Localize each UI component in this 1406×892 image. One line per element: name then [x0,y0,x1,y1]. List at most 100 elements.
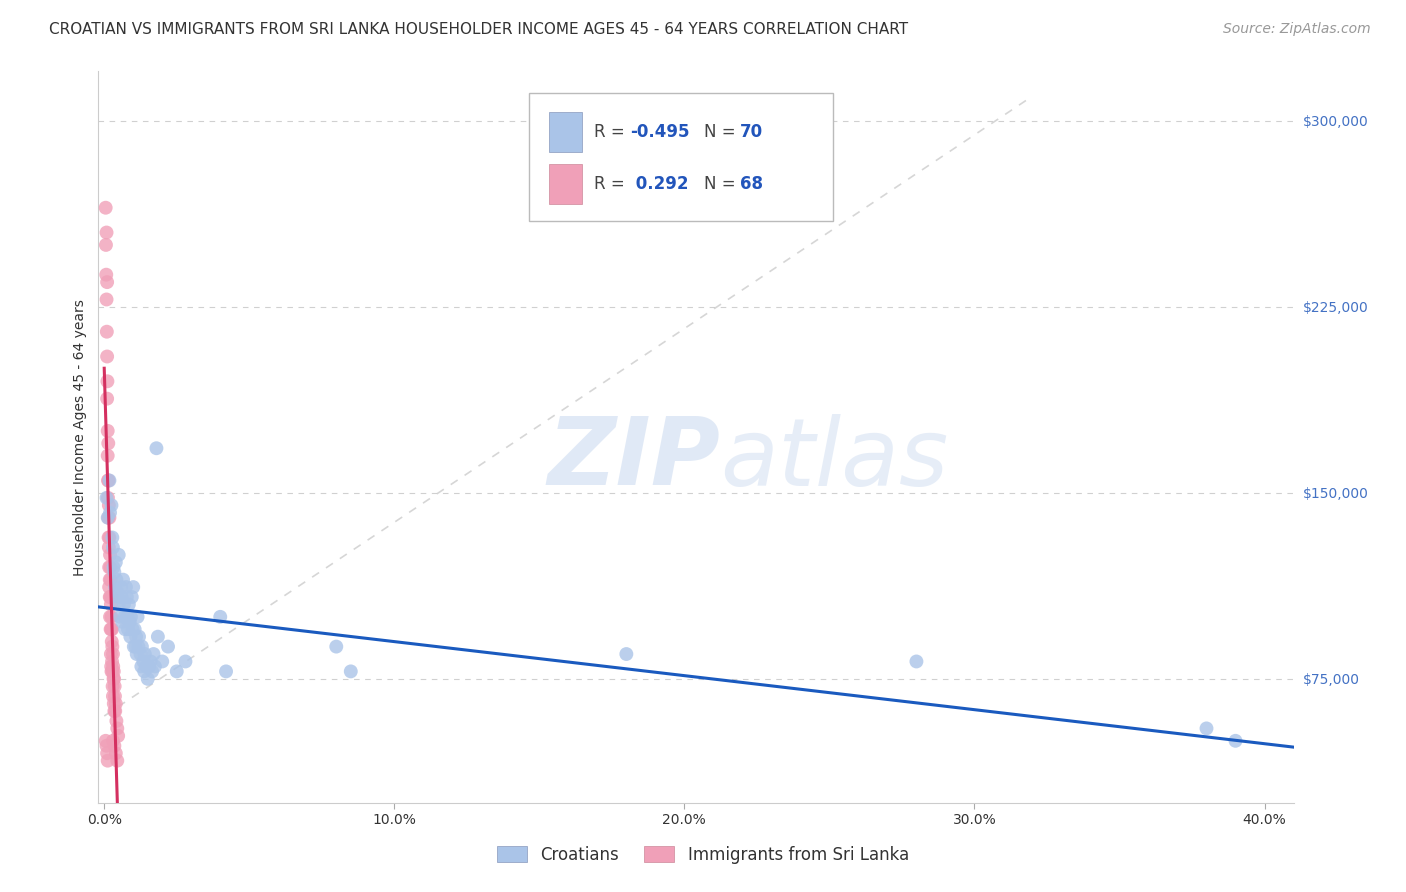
Point [339,665,361,679]
Point [100,610,122,624]
Point [98,560,121,574]
Point [96,293,118,307]
Point [98,506,121,520]
Point [103,665,125,679]
Point [105,585,128,599]
Y-axis label: Householder Income Ages 45 - 64 years: Householder Income Ages 45 - 64 years [73,299,87,575]
Point [101,689,124,703]
Point [97,531,120,545]
Point [134,647,156,661]
Point [101,679,124,693]
Point [103,659,125,673]
Point [132,655,155,669]
Point [96,739,118,753]
Point [127,640,149,654]
Point [125,630,148,644]
Point [157,640,180,654]
Point [112,573,135,587]
Point [105,722,128,736]
Point [131,659,153,673]
Point [125,647,148,661]
Text: R =: R = [595,176,630,194]
Point [105,714,128,728]
Text: 68: 68 [740,176,763,194]
Point [101,622,124,636]
Point [97,474,120,488]
Point [98,560,121,574]
Point [94,238,117,252]
Point [103,672,125,686]
Point [145,442,167,456]
Point [100,647,122,661]
Point [97,436,120,450]
Point [103,704,125,718]
Point [107,590,129,604]
Text: R =: R = [595,123,630,141]
Point [115,580,138,594]
Point [97,754,120,768]
Text: 0.292: 0.292 [630,176,689,194]
Point [97,491,120,505]
Point [97,541,120,555]
Point [100,665,122,679]
Point [136,672,159,686]
Point [100,634,122,648]
Point [100,590,122,604]
Point [111,615,134,629]
Point [100,598,122,612]
Point [118,598,141,612]
Point [129,647,152,661]
Point [122,640,145,654]
Point [107,598,129,612]
Point [103,739,125,753]
Point [110,580,132,594]
Point [103,560,125,574]
Point [105,573,128,587]
Point [98,510,121,524]
Point [101,531,124,545]
Point [108,610,131,624]
Point [104,555,127,569]
Point [96,374,118,388]
FancyBboxPatch shape [529,94,834,221]
Point [105,754,128,768]
Point [96,392,118,406]
Point [97,498,120,512]
Point [96,268,118,282]
Text: N =: N = [704,176,741,194]
Point [97,449,120,463]
Point [97,510,120,524]
Legend: Croatians, Immigrants from Sri Lanka: Croatians, Immigrants from Sri Lanka [491,839,915,871]
Point [122,580,145,594]
Point [128,630,150,644]
Text: N =: N = [704,123,741,141]
Point [97,424,120,438]
Point [96,746,118,760]
Point [141,665,163,679]
Point [98,474,121,488]
Point [107,729,129,743]
Point [103,697,125,711]
Point [111,590,134,604]
Point [104,746,127,760]
Point [114,610,136,624]
Point [117,610,139,624]
Point [146,630,169,644]
Text: Source: ZipAtlas.com: Source: ZipAtlas.com [1223,22,1371,37]
Point [135,659,157,673]
Point [121,622,143,636]
Point [97,474,120,488]
Point [96,325,118,339]
Point [98,590,121,604]
Point [112,598,135,612]
Point [1225,734,1247,748]
Point [115,590,138,604]
Point [96,226,118,240]
Point [103,672,125,686]
Point [905,655,928,669]
Point [98,548,121,562]
Point [174,655,197,669]
Point [96,275,118,289]
Point [101,734,124,748]
Point [209,610,232,624]
